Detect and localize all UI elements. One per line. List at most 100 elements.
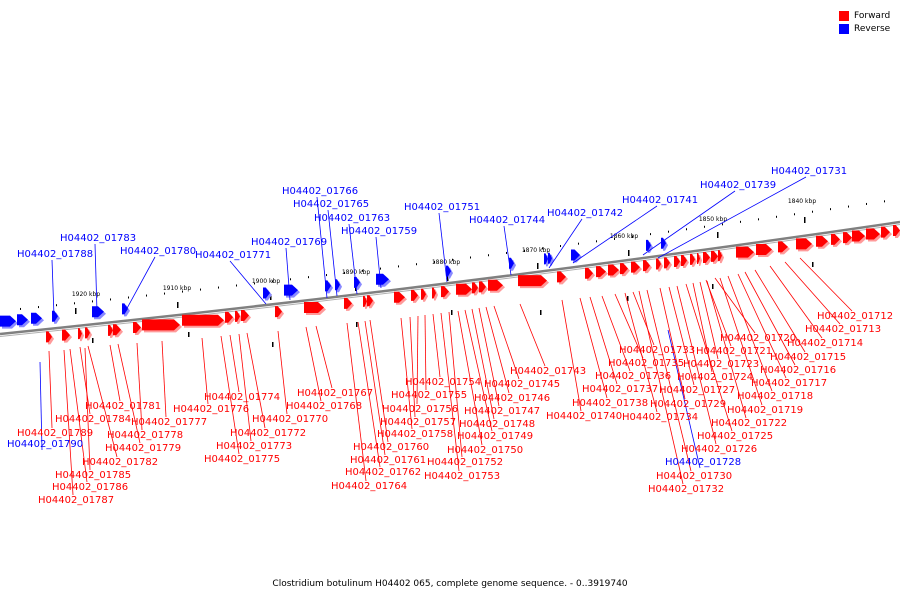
scale-minor-tick <box>416 263 417 266</box>
scale-lower-tick <box>92 338 94 343</box>
forward-gene-label: H04402_01773 <box>216 441 292 452</box>
forward-label-leader <box>424 314 427 391</box>
reverse-label-leader <box>667 329 701 469</box>
forward-label-leader <box>614 293 644 359</box>
scale-minor-tick <box>128 296 129 299</box>
forward-gene <box>456 283 472 295</box>
forward-gene-label: H04402_01762 <box>345 467 421 478</box>
forward-label-leader <box>685 283 733 432</box>
forward-label-leader <box>561 299 582 412</box>
forward-label-leader <box>69 348 88 483</box>
forward-gene <box>235 310 240 322</box>
forward-gene-label: H04402_01748 <box>459 419 535 430</box>
forward-gene <box>472 282 478 294</box>
forward-label-leader <box>277 330 288 415</box>
scale-tick-label: 1850 kbp <box>699 216 727 223</box>
reverse-gene <box>661 237 666 249</box>
reverse-gene-label: H04402_01739 <box>700 180 776 191</box>
forward-gene <box>674 255 680 267</box>
forward-gene <box>363 295 367 307</box>
reverse-gene-label: H04402_01763 <box>314 213 390 224</box>
reverse-gene <box>509 257 514 269</box>
forward-gene-label: H04402_01789 <box>17 428 93 439</box>
scale-lower-tick <box>712 284 714 289</box>
scale-lower-tick <box>627 296 629 301</box>
scale-ticks: 1920 kbp 1910 kbp 1900 kbp 1890 kbp 1880 kbp… <box>20 198 885 347</box>
scale-minor-tick <box>380 267 381 270</box>
forward-label-leader <box>117 343 141 444</box>
reverse-label-leader <box>124 256 156 313</box>
forward-gene <box>85 327 90 339</box>
forward-gene <box>620 263 628 275</box>
reverse-label-leader <box>375 236 382 289</box>
forward-gene-label: H04402_01727 <box>659 385 735 396</box>
forward-gene-label: H04402_01772 <box>230 428 306 439</box>
forward-label-leader <box>589 296 618 385</box>
forward-gene-label: H04402_01736 <box>595 371 671 382</box>
reverse-gene <box>571 249 580 261</box>
legend-reverse: Reverse <box>839 22 890 35</box>
reverse-gene <box>122 303 128 315</box>
scale-major-tick <box>447 275 449 281</box>
forward-label-leader <box>357 321 381 468</box>
scale-minor-tick <box>74 302 75 305</box>
forward-gene-label: H04402_01719 <box>727 405 803 416</box>
forward-gene-label: H04402_01753 <box>424 471 500 482</box>
forward-gene <box>796 238 812 250</box>
forward-gene-label: H04402_01712 <box>817 311 893 322</box>
scale-minor-tick <box>866 202 867 205</box>
forward-gene-label: H04402_01715 <box>770 352 846 363</box>
forward-gene <box>643 260 650 272</box>
forward-gene <box>778 241 788 253</box>
scale-minor-tick <box>326 274 327 277</box>
forward-gene <box>557 271 566 283</box>
forward-gene-label: H04402_01717 <box>751 378 827 389</box>
forward-label-leader <box>432 313 441 378</box>
forward-label-leader <box>79 346 91 415</box>
reverse-gene <box>544 253 548 265</box>
forward-gene-label: H04402_01725 <box>697 431 773 442</box>
forward-label-leader <box>714 277 756 334</box>
forward-gene <box>441 286 449 298</box>
forward-gene <box>703 251 710 263</box>
scale-minor-tick <box>722 223 723 226</box>
forward-gene <box>631 261 640 273</box>
forward-gene-label: H04402_01755 <box>391 390 467 401</box>
scale-minor-tick <box>614 237 615 240</box>
scale-minor-tick <box>596 240 597 243</box>
forward-label-leader <box>364 320 386 456</box>
forward-gene-label: H04402_01756 <box>382 404 458 415</box>
forward-gene-label: H04402_01760 <box>353 442 429 453</box>
reverse-gene-label: H04402_01771 <box>195 250 271 261</box>
scale-tick-label: 1880 kbp <box>432 259 460 266</box>
forward-label-leader <box>493 305 520 380</box>
forward-label-leader <box>601 295 631 372</box>
forward-label-leader <box>485 306 510 394</box>
reverse-gene <box>284 284 298 296</box>
forward-gene <box>182 314 224 326</box>
reverse-label-leader <box>39 361 43 451</box>
forward-label-leader <box>719 277 763 406</box>
reverse-gene-label: H04402_01728 <box>665 457 741 468</box>
forward-label-leader <box>440 312 460 472</box>
scale-minor-tick <box>470 256 471 259</box>
forward-gene <box>681 255 687 267</box>
forward-gene <box>711 250 718 262</box>
forward-gene <box>78 328 82 340</box>
scale-minor-tick <box>560 245 561 248</box>
forward-gene <box>394 291 405 303</box>
forward-gene-label: H04402_01726 <box>681 444 757 455</box>
scale-minor-tick <box>848 205 849 208</box>
scale-minor-tick <box>362 269 363 272</box>
reverse-label-leader <box>51 259 55 317</box>
reverse-gene-label: H04402_01788 <box>17 249 93 260</box>
scale-tick-label: 1840 kbp <box>788 198 816 205</box>
forward-gene <box>718 250 722 262</box>
scale-lower-tick <box>356 322 358 327</box>
forward-gene-label: H04402_01761 <box>350 455 426 466</box>
forward-gene <box>664 257 670 269</box>
forward-label-leader <box>464 309 493 432</box>
reverse-gene-label: H04402_01751 <box>404 202 480 213</box>
forward-gene-label: H04402_01723 <box>683 359 759 370</box>
scale-tick-label: 1920 kbp <box>72 291 100 298</box>
